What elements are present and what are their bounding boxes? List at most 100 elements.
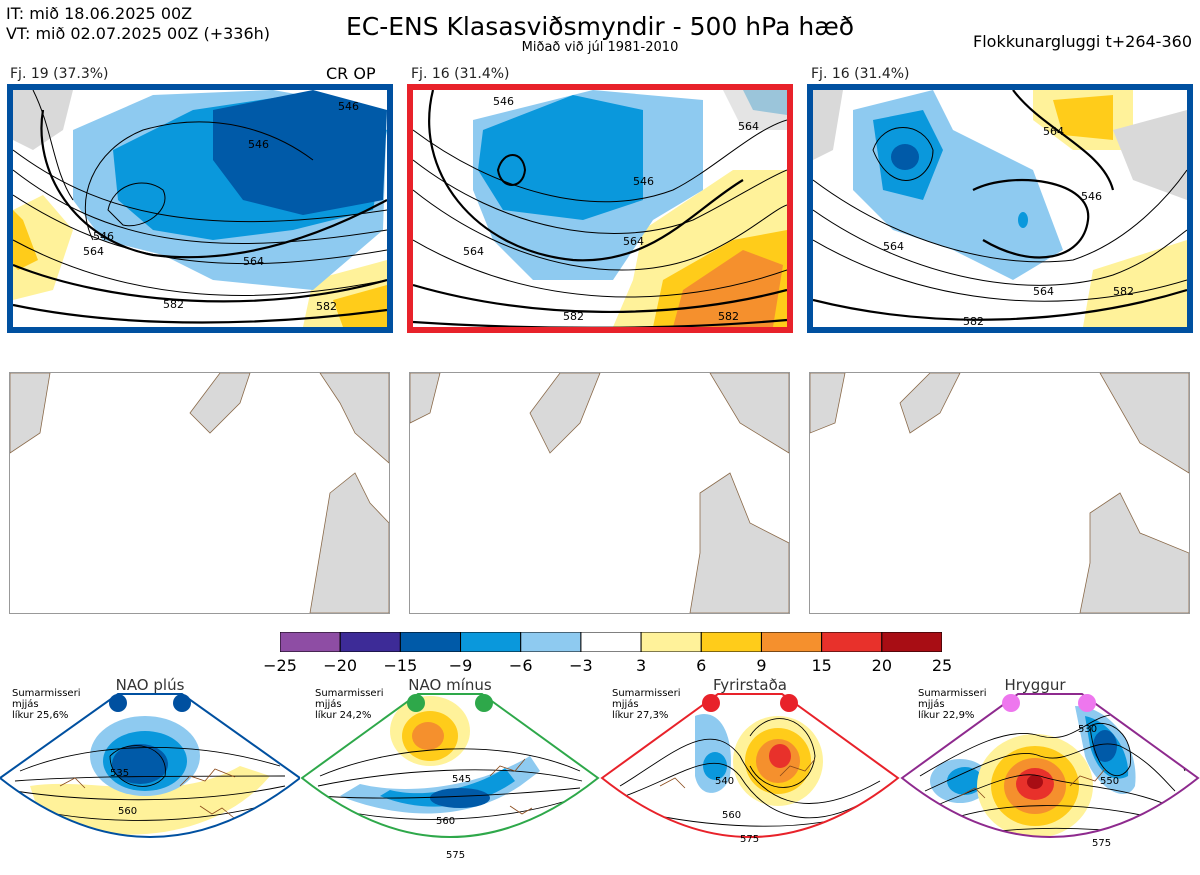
contour-label: 564 [1033,285,1054,298]
page-title: EC-ENS Klasasviðsmyndir - 500 hPa hæð [345,12,855,41]
contour-label: 582 [563,310,584,323]
contour-label: 540 [715,776,734,787]
regime-name: Hryggur [1004,676,1066,694]
contour-label: 575 [740,834,759,845]
header-times: IT: mið 18.06.2025 00Z VT: mið 02.07.202… [6,4,270,44]
contour-label: 535 [110,768,129,779]
regime-marker-dot [1078,694,1096,712]
fan-outline [300,693,600,838]
cluster-1-label: Fj. 19 (37.3%) [10,66,109,82]
colorbar-swatch [339,631,401,653]
land-outline [410,373,789,613]
cluster-map-3[interactable]: 564 564 546 564 582 582 [807,84,1193,333]
regime-marker-dot [1002,694,1020,712]
regime-name: NAO mínus [408,676,492,694]
colorbar-swatch [580,631,642,653]
empty-map-1[interactable] [9,372,390,614]
regime-nao-plus: 535 560 NAO plús Sumarmisseri mjjás líku… [0,676,302,871]
colorbar-tick-label: 3 [635,656,647,675]
cluster-map-1[interactable]: 546 546 546 564 564 582 582 [7,84,393,333]
regime-marker-dot [407,694,425,712]
colorbar-ticks: −25 −20 −15 −9 −6 −3 3 6 9 15 20 25 [263,656,952,676]
colorbar-swatch [399,631,462,653]
contour-label: 582 [718,310,739,323]
land-outline [810,373,1189,613]
contour-label: 560 [436,816,455,827]
contour-label: 530 [1078,724,1097,735]
colorbar-tick-label: −6 [508,656,533,675]
empty-map-2[interactable] [409,372,790,614]
contour-label: 582 [963,315,984,327]
empty-map-3[interactable] [809,372,1190,614]
fan-outline [0,693,302,838]
colorbar-swatch [760,631,823,653]
contour-label: 575 [1092,838,1111,849]
regime-fan: 535 560 [0,693,302,838]
contour-label: 564 [1043,125,1064,138]
cluster-3-label: Fj. 16 (31.4%) [811,66,910,82]
regime-fan: 545 560 575 [300,693,600,861]
colorbar-tick-label: −3 [569,656,593,675]
contour-label: 582 [316,300,337,313]
contour-label: 550 [1100,776,1119,787]
regime-marker-dot [475,694,493,712]
cluster-2-field: 546 546 564 564 564 582 582 [413,90,787,327]
contour-label: 546 [338,100,359,113]
colorbar-tick-label: −25 [263,656,297,675]
regime-marker-dot [702,694,720,712]
colorbar-tick-label: 20 [871,656,892,675]
contour-label: 582 [1113,285,1134,298]
cluster-3-field: 564 564 546 564 582 582 [813,90,1187,327]
regime-season: Sumarmisseri mjjás líkur 24,2% [315,688,384,721]
colorbar-tick-label: 15 [811,656,832,675]
contour-label: 546 [1081,190,1102,203]
colorbar-tick-label: −20 [323,656,358,675]
regime-blocking: 540 560 575 Fyrirstaða Sumarmisseri mjjá… [600,676,900,871]
contour-label: 560 [118,806,137,817]
colorbar-tick-label: −15 [383,656,418,675]
regime-season: Sumarmisseri mjjás líkur 27,3% [612,688,681,721]
contour-label: 560 [722,810,741,821]
regime-name: NAO plús [115,676,185,694]
contour-label: 564 [243,255,264,268]
cluster-1-tag: CR OP [326,64,376,83]
regime-marker-dot [173,694,191,712]
colorbar-swatch [460,631,522,653]
colorbar-swatch [640,631,702,653]
colorbar-swatch [520,631,582,653]
contour-label: 564 [83,245,104,258]
land-outline [10,373,389,613]
cluster-2-label: Fj. 16 (31.4%) [411,66,510,82]
colorbar-tick-label: 6 [696,656,707,675]
regime-season: Sumarmisseri mjjás líkur 25,6% [12,688,81,721]
cluster-1-field: 546 546 546 564 564 582 582 [13,90,387,327]
contour-label: 564 [623,235,644,248]
regime-fan: 530 550 575 [900,693,1200,849]
classification-window: Flokkunargluggi t+264-360 [973,32,1192,51]
regime-fan: 540 560 575 [600,693,900,845]
colorbar-tick-label: 25 [931,656,953,675]
cluster-map-2[interactable]: 546 546 564 564 564 582 582 [407,84,793,333]
colorbar-swatches [279,631,943,653]
regime-nao-minus: 545 560 575 NAO mínus Sumarmisseri mjjás… [300,676,600,871]
contour-label: 564 [883,240,904,253]
contour-label: 564 [738,120,759,133]
colorbar-tick-label: −9 [448,656,473,675]
contour-label: 546 [493,95,514,108]
contour-label: 546 [248,138,269,151]
regime-name: Fyrirstaða [713,676,787,694]
regime-marker-dot [780,694,798,712]
climatology-subtitle: Miðað við júl 1981-2010 [521,40,679,55]
contour-label: 582 [163,298,184,311]
contour-label: 546 [93,230,114,243]
contour-label: 575 [446,850,465,861]
contour-label: 564 [463,245,484,258]
initial-time: IT: mið 18.06.2025 00Z [6,4,193,23]
colorbar-tick-label: 9 [756,656,767,675]
colorbar [279,631,943,653]
contour-label: 545 [452,774,471,785]
fan-outline [600,693,900,838]
colorbar-swatch [700,631,762,653]
valid-time: VT: mið 02.07.2025 00Z (+336h) [6,24,271,43]
fan-outline [900,693,1200,838]
